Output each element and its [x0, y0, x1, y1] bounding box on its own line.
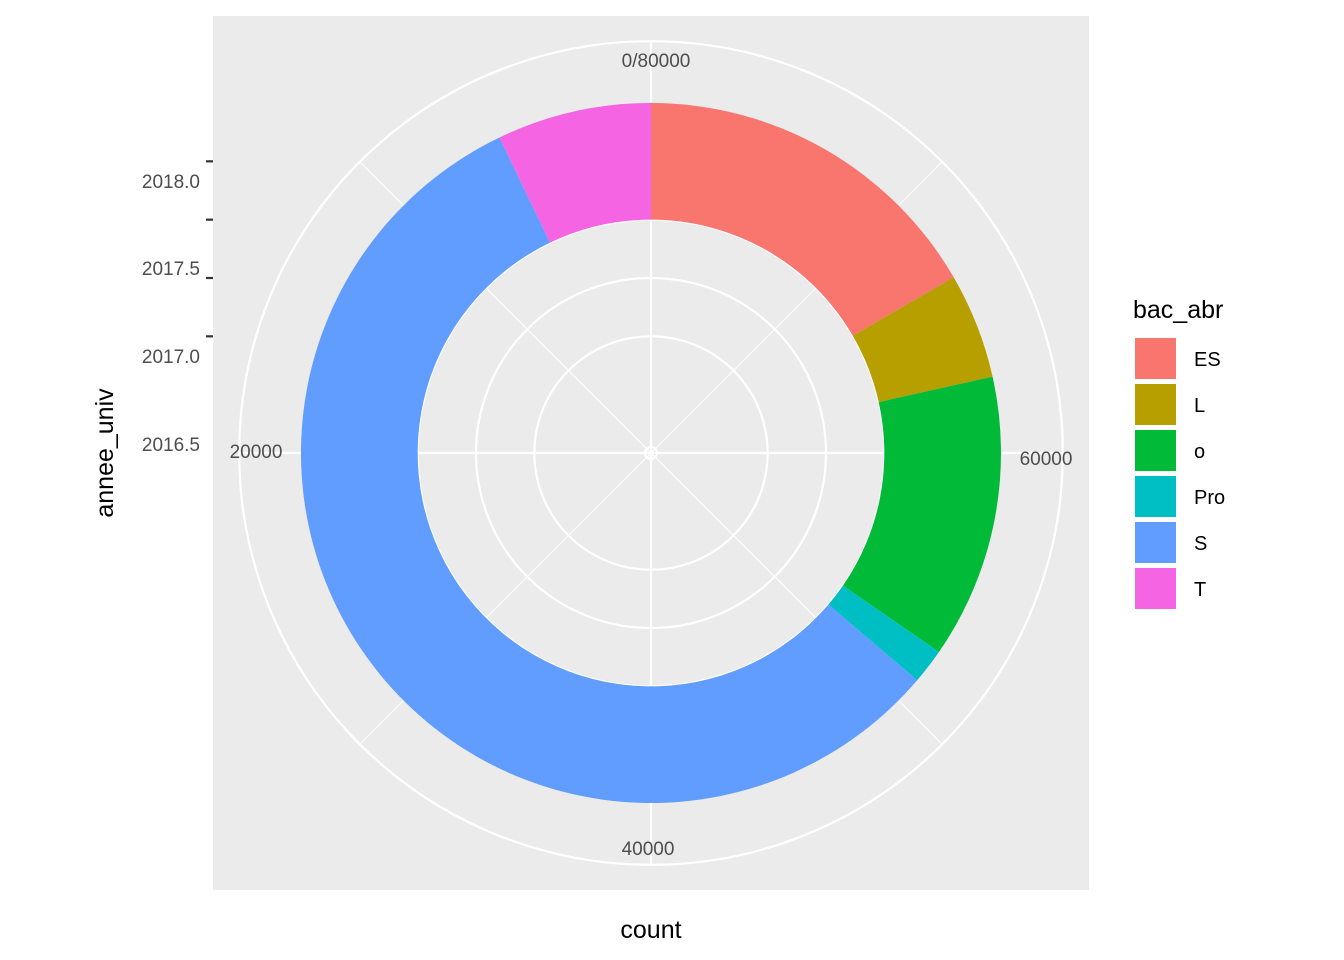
- legend-label-pro: Pro: [1194, 487, 1225, 509]
- legend-label-es: ES: [1194, 349, 1221, 371]
- center-circle: [643, 445, 659, 461]
- x-axis-title: count: [620, 916, 681, 944]
- theta-tick-label: 60000: [1020, 449, 1073, 470]
- slice-l: [852, 277, 993, 403]
- slice-es: [651, 103, 954, 336]
- major-circle: [533, 335, 769, 571]
- y-tick-label: 2017.0: [142, 347, 200, 368]
- legend-label-s: S: [1194, 533, 1207, 555]
- y-axis: 2016.5 2017.0 2017.5 2018.0: [142, 160, 213, 456]
- outer-circle: [238, 40, 1064, 866]
- theta-tick-labels: 0/80000 20000 40000 60000: [230, 51, 1073, 860]
- y-tick-label: 2018.0: [142, 172, 200, 193]
- y-tick-label: 2017.5: [142, 259, 200, 280]
- slice-pro: [828, 585, 939, 681]
- legend-key-pro: [1133, 474, 1178, 519]
- legend-key-l: [1133, 382, 1178, 427]
- theta-tick-label: 0/80000: [622, 51, 691, 72]
- legend: bac_abr ES Lo Pro S T: [1133, 296, 1225, 611]
- theta-tick-label: 40000: [622, 839, 675, 860]
- donut-slices: [301, 103, 1002, 803]
- slice-o: [842, 376, 1002, 652]
- legend-label-o: o: [1194, 441, 1205, 463]
- legend-title: bac_abr: [1133, 296, 1223, 324]
- major-circle: [474, 276, 828, 630]
- legend-label-l: L: [1194, 395, 1205, 417]
- y-tick-label: 2016.5: [142, 435, 200, 456]
- legend-key-s: [1133, 520, 1178, 565]
- y-axis-title: annee_univ: [91, 388, 119, 518]
- legend-key-es: [1133, 336, 1178, 381]
- legend-label-t: T: [1194, 579, 1206, 601]
- theta-tick-label: 20000: [230, 442, 283, 463]
- slice-s: [301, 137, 918, 803]
- legend-key-t: [1133, 566, 1178, 611]
- slice-t: [499, 103, 651, 243]
- legend-key-o: [1133, 428, 1178, 473]
